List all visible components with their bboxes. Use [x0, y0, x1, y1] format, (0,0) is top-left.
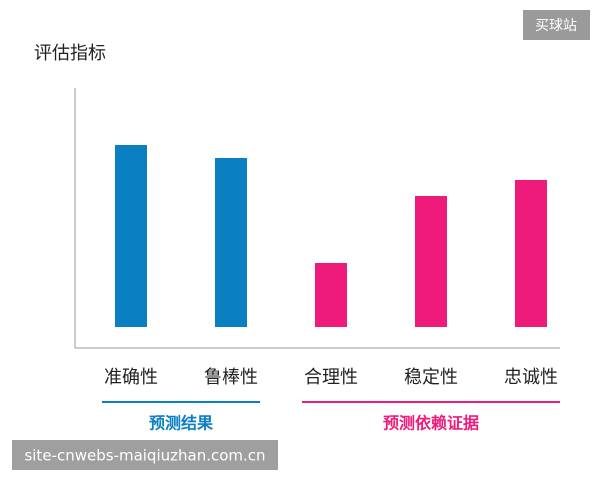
x-tick-label: 准确性	[104, 367, 158, 388]
watermark: site-cnwebs-maiqiuzhan.com.cn	[24, 447, 265, 465]
watermark: 买球站	[535, 18, 577, 34]
group-label: 预测结果	[149, 414, 213, 433]
bar	[215, 158, 247, 327]
watermark-box	[523, 10, 590, 40]
x-tick-label: 忠诚性	[504, 367, 558, 388]
x-tick-label: 稳定性	[404, 367, 458, 388]
x-tick-label: 鲁棒性	[204, 367, 258, 388]
x-tick-label: 合理性	[304, 367, 358, 388]
watermark-box	[12, 440, 278, 470]
bar	[315, 263, 347, 327]
group-label: 预测依赖证据	[383, 414, 479, 433]
y-axis-label: 评估指标	[34, 43, 106, 64]
bar	[115, 145, 147, 327]
bar	[515, 180, 547, 327]
bar	[415, 196, 447, 327]
